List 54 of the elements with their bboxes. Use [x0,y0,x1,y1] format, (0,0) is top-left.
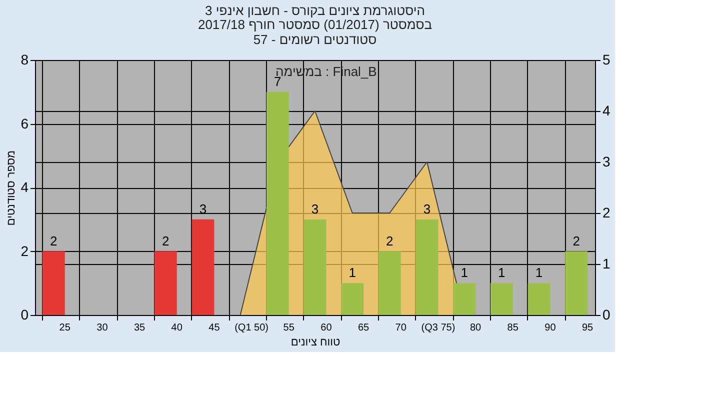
y2-tick-label: 4 [602,102,610,118]
x-tick-label: 35 [134,322,146,334]
y-tick-label: 8 [20,52,29,68]
bar [378,251,401,315]
data-label: 1 [498,265,506,280]
x-tick-label: 90 [544,322,556,334]
bar [565,251,588,315]
y-tick-label: 2 [20,242,29,259]
x-tick-label: 60 [320,322,332,334]
data-label: 3 [311,201,319,216]
x-tick-label: 95 [582,322,594,334]
y2-tick-label: 5 [602,52,610,68]
bar [490,283,513,315]
y-tick-label: 6 [20,115,29,132]
x-tick-label: 25 [59,322,71,334]
data-label: 7 [274,74,282,89]
bar [154,251,177,315]
x-tick-label: 40 [171,322,183,334]
bar [266,92,289,315]
bar [192,219,214,315]
y2-tick-label: 0 [602,306,610,322]
data-label: 1 [460,265,468,280]
x-tick-label: 70 [395,322,407,334]
y2-tick-label: 1 [602,256,610,272]
chart-title: היסטוגרמת ציונים בקורס - חשבון אינפי 3 [205,3,425,18]
data-label: 3 [423,201,431,216]
data-label: 2 [572,233,580,248]
x-axis-title: טווח ציונים [290,336,340,348]
x-tick-label: 65 [358,322,370,334]
text: בסמסטר (01/2017) סמסטר חורף 2017/18 [198,17,432,32]
text: סטודנטים רשומים - 57 [253,32,377,47]
bar [304,219,326,315]
x-tick-label: 55 [283,322,295,334]
data-label: 1 [348,265,356,280]
x-tick-label: 45 [208,322,220,334]
x-tick-label: 85 [507,322,519,334]
bar [528,283,550,315]
data-label: 2 [386,233,394,248]
bar [416,219,438,315]
data-label: 2 [162,233,170,248]
y-tick-label: 0 [20,306,29,322]
data-label: 1 [535,265,543,280]
x-tick-label: 80 [470,322,482,334]
bar [42,251,65,315]
data-label: 2 [50,233,58,248]
bar [341,283,364,315]
y2-tick-label: 2 [602,204,610,220]
y-tick-label: 4 [20,179,29,195]
bar [453,283,476,315]
x-tick-label: 30 [96,322,108,334]
y2-tick-label: 3 [602,154,610,170]
x-tick-label: (Q3 75) [421,322,456,334]
y-axis-title: מספר סטודנטים [6,150,18,226]
x-tick-label: (Q1 50) [234,322,268,334]
